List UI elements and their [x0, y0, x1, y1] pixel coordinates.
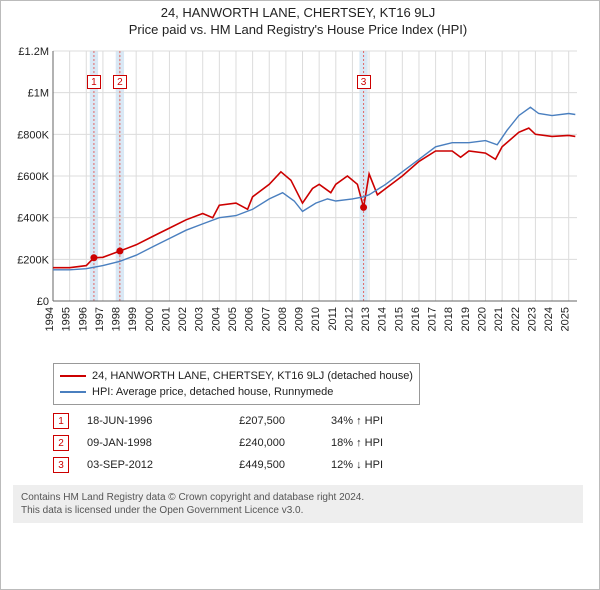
sale-marker-2: 2: [113, 75, 127, 89]
title-subtitle: Price paid vs. HM Land Registry's House …: [5, 22, 591, 37]
svg-text:2010: 2010: [310, 307, 322, 331]
svg-text:£0: £0: [37, 296, 49, 308]
svg-text:1998: 1998: [111, 307, 123, 331]
sale-date: 18-JUN-1996: [87, 415, 187, 427]
sales-row: 3 03-SEP-2012 £449,500 12% ↓ HPI: [53, 457, 591, 473]
legend-row-hpi: HPI: Average price, detached house, Runn…: [60, 384, 413, 400]
svg-text:2015: 2015: [393, 307, 405, 331]
svg-text:2008: 2008: [277, 307, 289, 331]
legend-swatch-property: [60, 375, 86, 377]
svg-text:£1.2M: £1.2M: [18, 46, 49, 58]
svg-text:£200K: £200K: [17, 254, 49, 266]
footer: Contains HM Land Registry data © Crown c…: [13, 485, 583, 523]
footer-line2: This data is licensed under the Open Gov…: [21, 504, 575, 517]
title-block: 24, HANWORTH LANE, CHERTSEY, KT16 9LJ Pr…: [5, 5, 591, 37]
chart-svg: £0 £200K £400K £600K £800K £1M £1.2M 1994 1995 19…: [5, 41, 585, 361]
sale-price: £207,500: [205, 415, 285, 427]
legend-row-property: 24, HANWORTH LANE, CHERTSEY, KT16 9LJ (d…: [60, 368, 413, 384]
sale-marker-1: 1: [87, 75, 101, 89]
svg-text:2021: 2021: [493, 307, 505, 331]
svg-text:£1M: £1M: [28, 88, 49, 100]
sale-hpi: 18% ↑ HPI: [303, 437, 383, 449]
svg-text:2004: 2004: [210, 307, 222, 331]
svg-text:2016: 2016: [410, 307, 422, 331]
svg-text:2024: 2024: [543, 307, 555, 331]
legend-label-hpi: HPI: Average price, detached house, Runn…: [92, 384, 333, 400]
svg-text:2005: 2005: [227, 307, 239, 331]
svg-text:2012: 2012: [343, 307, 355, 331]
sale-num-box: 2: [53, 435, 69, 451]
sale-num-box: 1: [53, 413, 69, 429]
legend-label-property: 24, HANWORTH LANE, CHERTSEY, KT16 9LJ (d…: [92, 368, 413, 384]
svg-text:2001: 2001: [160, 307, 172, 331]
sale-price: £240,000: [205, 437, 285, 449]
sale-price: £449,500: [205, 459, 285, 471]
sale-date: 03-SEP-2012: [87, 459, 187, 471]
svg-text:2020: 2020: [477, 307, 489, 331]
svg-text:1994: 1994: [44, 307, 56, 331]
svg-text:£600K: £600K: [17, 171, 49, 183]
svg-text:2017: 2017: [427, 307, 439, 331]
sales-row: 2 09-JAN-1998 £240,000 18% ↑ HPI: [53, 435, 591, 451]
svg-text:2022: 2022: [510, 307, 522, 331]
legend-swatch-hpi: [60, 391, 86, 393]
sale-hpi: 34% ↑ HPI: [303, 415, 383, 427]
svg-text:1997: 1997: [94, 307, 106, 331]
chart: £0 £200K £400K £600K £800K £1M £1.2M 1994 1995 19…: [5, 41, 591, 361]
svg-text:2002: 2002: [177, 307, 189, 331]
svg-text:2023: 2023: [526, 307, 538, 331]
sales-table: 1 18-JUN-1996 £207,500 34% ↑ HPI 2 09-JAN-199…: [53, 413, 591, 479]
svg-text:1996: 1996: [77, 307, 89, 331]
svg-text:2000: 2000: [144, 307, 156, 331]
svg-text:1999: 1999: [127, 307, 139, 331]
svg-text:2013: 2013: [360, 307, 372, 331]
sales-row: 1 18-JUN-1996 £207,500 34% ↑ HPI: [53, 413, 591, 429]
page-container: 24, HANWORTH LANE, CHERTSEY, KT16 9LJ Pr…: [0, 0, 600, 590]
sale-date: 09-JAN-1998: [87, 437, 187, 449]
title-address: 24, HANWORTH LANE, CHERTSEY, KT16 9LJ: [5, 5, 591, 20]
footer-line1: Contains HM Land Registry data © Crown c…: [21, 491, 575, 504]
sale-marker-3: 3: [357, 75, 371, 89]
svg-text:2025: 2025: [560, 307, 572, 331]
svg-text:£800K: £800K: [17, 129, 49, 141]
svg-text:£400K: £400K: [17, 213, 49, 225]
svg-text:2007: 2007: [260, 307, 272, 331]
svg-text:2009: 2009: [294, 307, 306, 331]
svg-text:2006: 2006: [244, 307, 256, 331]
svg-text:2018: 2018: [443, 307, 455, 331]
svg-text:2019: 2019: [460, 307, 472, 331]
sale-hpi: 12% ↓ HPI: [303, 459, 383, 471]
sale-num-box: 3: [53, 457, 69, 473]
svg-text:2011: 2011: [327, 307, 339, 331]
svg-text:1995: 1995: [61, 307, 73, 331]
legend: 24, HANWORTH LANE, CHERTSEY, KT16 9LJ (d…: [53, 363, 420, 405]
svg-text:2003: 2003: [194, 307, 206, 331]
svg-text:2014: 2014: [377, 307, 389, 331]
